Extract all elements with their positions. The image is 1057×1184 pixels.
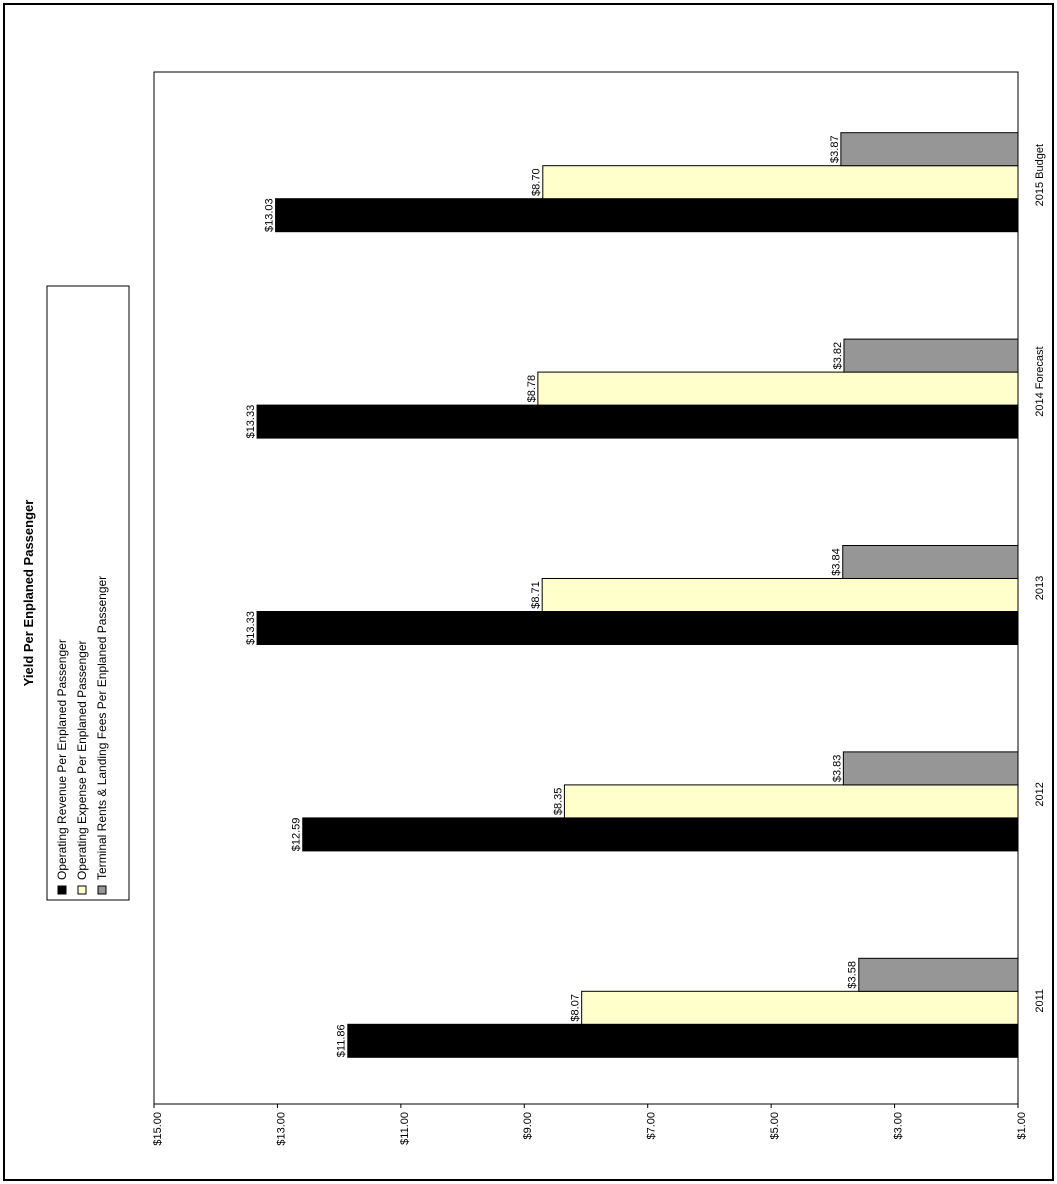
data-label: $3.83	[831, 755, 843, 783]
category-label: 2015 Budget	[1034, 144, 1046, 206]
data-label: $8.07	[570, 994, 582, 1022]
category-label: 2012	[1034, 782, 1046, 806]
data-label: $13.33	[245, 611, 257, 645]
data-label: $8.71	[530, 581, 542, 609]
chart-frame	[3, 3, 1054, 1181]
data-label: $8.78	[526, 375, 538, 403]
value-tick-label: $15.00	[152, 1112, 164, 1146]
data-label: $8.70	[531, 168, 543, 196]
bar-revenue	[256, 611, 1019, 645]
data-label: $3.87	[829, 135, 841, 163]
value-tick-label: $9.00	[522, 1112, 534, 1140]
data-label: $8.35	[552, 788, 564, 816]
category-label: 2011	[1034, 989, 1046, 1013]
data-label: $3.84	[831, 548, 843, 576]
bar-terminal	[843, 338, 1019, 373]
legend-swatch	[97, 885, 107, 895]
legend-box	[46, 285, 130, 901]
legend-entry: Operating Revenue Per Enplaned Passenger	[55, 639, 69, 880]
value-tick-label: $5.00	[769, 1112, 781, 1140]
value-tick-label: $13.00	[275, 1112, 287, 1146]
bar-terminal	[842, 751, 1019, 786]
bar-expense	[563, 784, 1019, 819]
value-tick-label: $3.00	[892, 1112, 904, 1140]
bar-revenue	[275, 198, 1019, 233]
bar-terminal	[840, 132, 1019, 167]
category-label: 2014 Forecast	[1034, 346, 1046, 416]
data-label: $3.58	[847, 961, 859, 989]
bar-revenue	[347, 1023, 1019, 1058]
data-label: $12.59	[291, 818, 303, 852]
bar-revenue	[256, 404, 1019, 439]
bar-expense	[542, 165, 1019, 200]
legend-swatch	[57, 885, 67, 895]
value-tick-label: $11.00	[399, 1112, 411, 1145]
data-label: $3.82	[832, 342, 844, 370]
bar-expense	[581, 990, 1019, 1025]
value-tick-label: $1.00	[1016, 1112, 1028, 1140]
bar-expense	[537, 371, 1019, 406]
chart-title: Yield Per Enplaned Passenger	[21, 500, 36, 687]
value-tick-label: $7.00	[646, 1112, 658, 1140]
legend-swatch	[77, 885, 87, 895]
bar-revenue	[302, 817, 1019, 852]
data-label: $13.03	[263, 198, 275, 232]
bar-expense	[541, 578, 1019, 612]
bar-terminal	[842, 545, 1019, 579]
data-label: $13.33	[245, 405, 257, 439]
category-label: 2013	[1034, 576, 1046, 600]
bar-terminal	[858, 957, 1019, 992]
legend-entry: Terminal Rents & Landing Fees Per Enplan…	[95, 576, 109, 880]
data-label: $11.86	[336, 1024, 348, 1057]
legend-entry: Operating Expense Per Enplaned Passenger	[75, 641, 89, 881]
